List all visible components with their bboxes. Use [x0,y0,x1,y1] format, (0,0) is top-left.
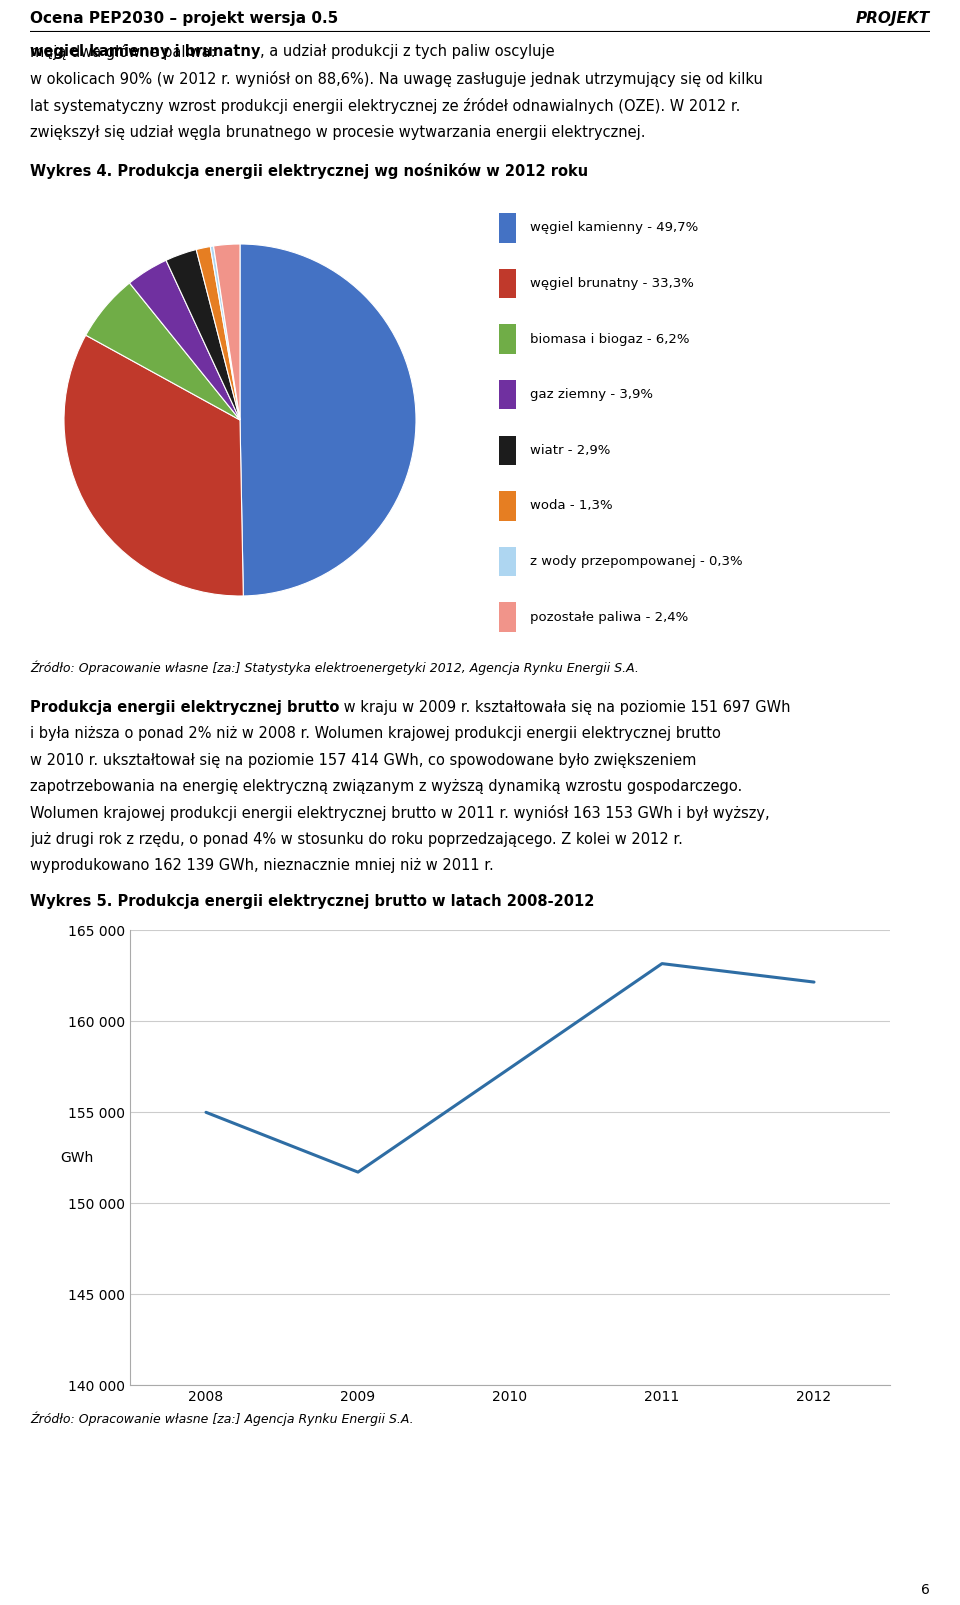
Wedge shape [196,247,240,421]
Text: Produkcja energii elektrycznej brutto: Produkcja energii elektrycznej brutto [30,700,340,714]
Bar [499,602,516,632]
Wedge shape [210,246,240,421]
Text: Wolumen krajowej produkcji energii elektrycznej brutto w 2011 r. wyniósł 163 153: Wolumen krajowej produkcji energii elekt… [30,806,770,822]
Text: lat systematyczny wzrost produkcji energii elektrycznej ze źródeł odnawialnych (: lat systematyczny wzrost produkcji energ… [30,98,740,114]
Bar [499,547,516,576]
Wedge shape [240,244,416,595]
Y-axis label: GWh: GWh [60,1151,93,1165]
Text: węgiel kamienny i brunatny: węgiel kamienny i brunatny [30,43,260,59]
Text: w okolicach 90% (w 2012 r. wyniósł on 88,6%). Na uwagę zasługuje jednak utrzymuj: w okolicach 90% (w 2012 r. wyniósł on 88… [30,71,763,87]
Text: mają dwa główne paliwa:: mają dwa główne paliwa: [30,43,220,59]
Text: Źródło: Opracowanie własne [za:] Statystyka elektroenergetyki 2012, Agencja Rynk: Źródło: Opracowanie własne [za:] Statyst… [30,661,638,676]
Text: zwiększył się udział węgla brunatnego w procesie wytwarzania energii elektryczne: zwiększył się udział węgla brunatnego w … [30,125,645,140]
Text: woda - 1,3%: woda - 1,3% [530,499,612,512]
Bar [499,491,516,520]
Text: węgiel brunatny - 33,3%: węgiel brunatny - 33,3% [530,278,693,291]
Text: Ocena PEP2030 – projekt wersja 0.5: Ocena PEP2030 – projekt wersja 0.5 [30,11,338,26]
Bar [499,380,516,409]
Wedge shape [85,282,240,421]
Text: gaz ziemny - 3,9%: gaz ziemny - 3,9% [530,388,653,401]
Text: zapotrzebowania na energię elektryczną związanym z wyższą dynamiką wzrostu gospo: zapotrzebowania na energię elektryczną z… [30,778,742,794]
Text: i była niższa o ponad 2% niż w 2008 r. Wolumen krajowej produkcji energii elektr: i była niższa o ponad 2% niż w 2008 r. W… [30,725,721,742]
Bar [499,435,516,465]
Text: Wykres 5. Produkcja energii elektrycznej brutto w latach 2008-2012: Wykres 5. Produkcja energii elektrycznej… [30,894,594,908]
Text: węgiel kamienny - 49,7%: węgiel kamienny - 49,7% [530,221,698,234]
Text: , a udział produkcji z tych paliw oscyluje: , a udział produkcji z tych paliw oscylu… [260,43,555,59]
Wedge shape [213,244,240,421]
Text: w kraju w 2009 r. kształtowała się na poziomie 151 697 GWh: w kraju w 2009 r. kształtowała się na po… [340,700,791,714]
Wedge shape [64,335,243,595]
Text: Źródło: Opracowanie własne [za:] Agencja Rynku Energii S.A.: Źródło: Opracowanie własne [za:] Agencja… [30,1412,414,1427]
Text: z wody przepompowanej - 0,3%: z wody przepompowanej - 0,3% [530,555,742,568]
Text: PROJEKT: PROJEKT [856,11,930,26]
Bar [499,268,516,299]
Text: 6: 6 [922,1583,930,1597]
Wedge shape [130,260,240,421]
Text: w 2010 r. ukształtował się na poziomie 157 414 GWh, co spowodowane było zwiększe: w 2010 r. ukształtował się na poziomie 1… [30,753,696,767]
Text: biomasa i biogaz - 6,2%: biomasa i biogaz - 6,2% [530,332,689,345]
Wedge shape [166,249,240,421]
Text: Wykres 4. Produkcja energii elektrycznej wg nośników w 2012 roku: Wykres 4. Produkcja energii elektrycznej… [30,164,588,180]
Text: już drugi rok z rzędu, o ponad 4% w stosunku do roku poprzedzającego. Z kolei w : już drugi rok z rzędu, o ponad 4% w stos… [30,831,683,847]
Bar [499,324,516,353]
Bar [499,213,516,242]
Text: wyprodukowano 162 139 GWh, nieznacznie mniej niż w 2011 r.: wyprodukowano 162 139 GWh, nieznacznie m… [30,859,493,873]
Text: wiatr - 2,9%: wiatr - 2,9% [530,445,610,457]
Text: pozostałe paliwa - 2,4%: pozostałe paliwa - 2,4% [530,610,688,624]
